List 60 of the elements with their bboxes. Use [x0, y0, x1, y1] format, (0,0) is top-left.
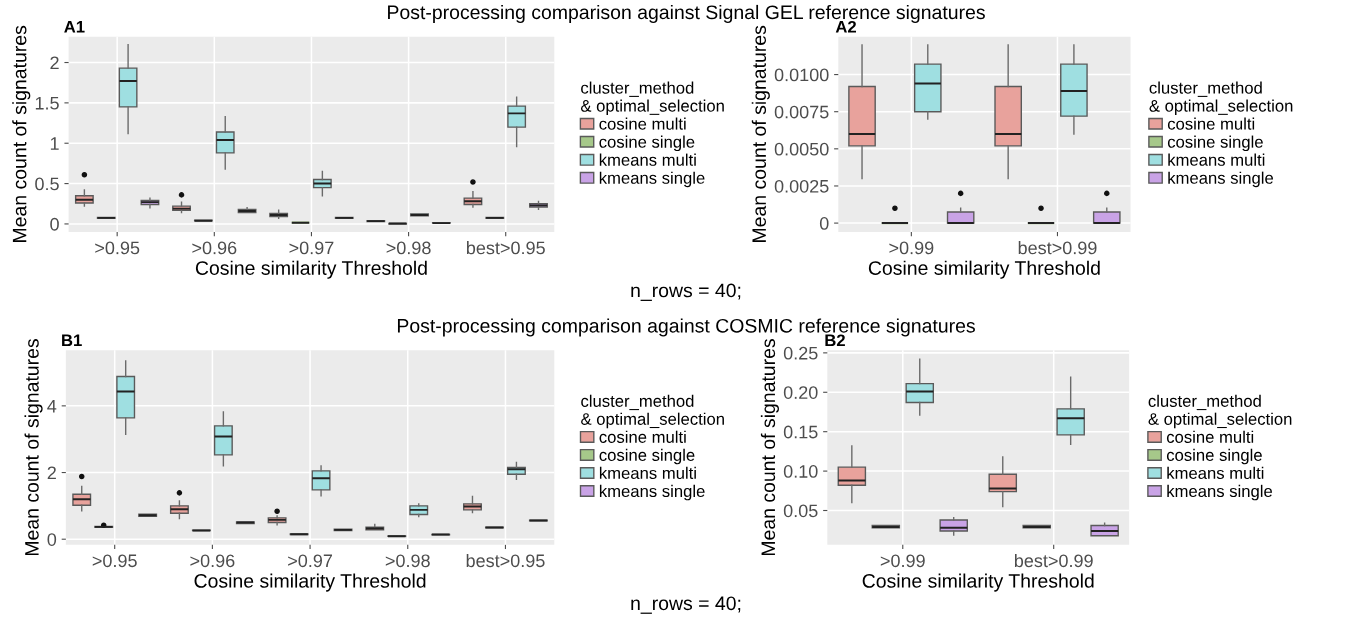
legend-label: cosine multi — [1166, 430, 1254, 443]
legend-label: cosine multi — [1167, 117, 1255, 130]
y-tick-label: 0.0100 — [774, 68, 829, 82]
x-axis-title: Cosine similarity Threshold — [194, 573, 426, 592]
x-tick-label: >0.95 — [95, 241, 140, 255]
y-tick-label: 0 — [50, 217, 59, 231]
x-tick-label: >0.99 — [880, 554, 925, 568]
y-tick-label: 2 — [50, 56, 59, 70]
x-tick-label: >0.95 — [92, 554, 137, 568]
y-axis-title: Mean count of signatures — [12, 25, 31, 242]
y-axis-title: Mean count of signatures — [751, 25, 770, 242]
y-tick-label: 1.5 — [35, 97, 59, 110]
legend-label: cosine multi — [599, 430, 686, 443]
y-tick-label: 0.20 — [783, 386, 818, 399]
y-axis-title: Mean count of signatures — [24, 339, 43, 556]
legend-label: kmeans single — [1168, 171, 1274, 188]
chart-title: A1 — [64, 21, 85, 33]
x-tick-label: >0.99 — [889, 241, 934, 255]
text: n_rows = 40; — [631, 596, 741, 614]
chart-title: B1 — [62, 334, 82, 347]
legend-label: kmeans multi — [1168, 153, 1265, 166]
y-tick-label: 0.5 — [35, 177, 59, 191]
y-tick-label: 0.05 — [783, 504, 818, 518]
legend-label: cosine single — [599, 448, 695, 465]
y-axis-title: Mean count of signatures — [760, 339, 779, 556]
y-tick-label: 0 — [47, 533, 57, 546]
x-tick-label: best>0.95 — [466, 553, 545, 568]
y-tick-label: 0.0025 — [774, 179, 829, 193]
x-tick-label: >0.97 — [289, 241, 334, 255]
x-tick-label: >0.98 — [385, 554, 430, 568]
legend-label: kmeans single — [599, 484, 705, 501]
legend-label: kmeans multi — [1167, 466, 1264, 480]
text: n_rows = 40; — [631, 283, 741, 301]
x-axis-title: Cosine similarity Threshold — [195, 260, 427, 279]
x-tick-label: >0.98 — [386, 241, 431, 255]
x-tick-label: best>0.99 — [1018, 241, 1097, 255]
y-tick-label: 2 — [47, 466, 56, 480]
x-axis-title: Cosine similarity Threshold — [862, 573, 1094, 592]
y-tick-label: 0.15 — [783, 425, 818, 439]
legend-label: cosine single — [599, 135, 695, 152]
legend-label: kmeans multi — [599, 153, 696, 166]
y-tick-label: 4 — [47, 399, 57, 413]
y-tick-label: 1 — [50, 137, 59, 150]
x-tick-label: >0.96 — [190, 554, 235, 568]
x-tick-label: best>0.95 — [466, 241, 545, 255]
y-tick-label: 0 — [819, 217, 829, 230]
legend-label: kmeans single — [599, 171, 705, 188]
y-tick-label: 0.25 — [783, 346, 818, 360]
y-tick-label: 0.0050 — [774, 142, 829, 156]
legend-label: cosine single — [1167, 135, 1263, 152]
y-tick-label: 0.0075 — [774, 105, 829, 119]
legend-label: cosine multi — [599, 117, 686, 130]
legend-label: kmeans single — [1167, 484, 1273, 501]
x-axis-title: Cosine similarity Threshold — [868, 260, 1100, 279]
x-tick-label: best>0.99 — [1014, 553, 1093, 568]
x-tick-label: >0.97 — [288, 554, 333, 568]
legend-label: kmeans multi — [599, 466, 696, 480]
legend-label: cosine single — [1166, 448, 1262, 465]
x-tick-label: >0.96 — [192, 241, 237, 255]
y-tick-label: 0.10 — [783, 465, 818, 478]
